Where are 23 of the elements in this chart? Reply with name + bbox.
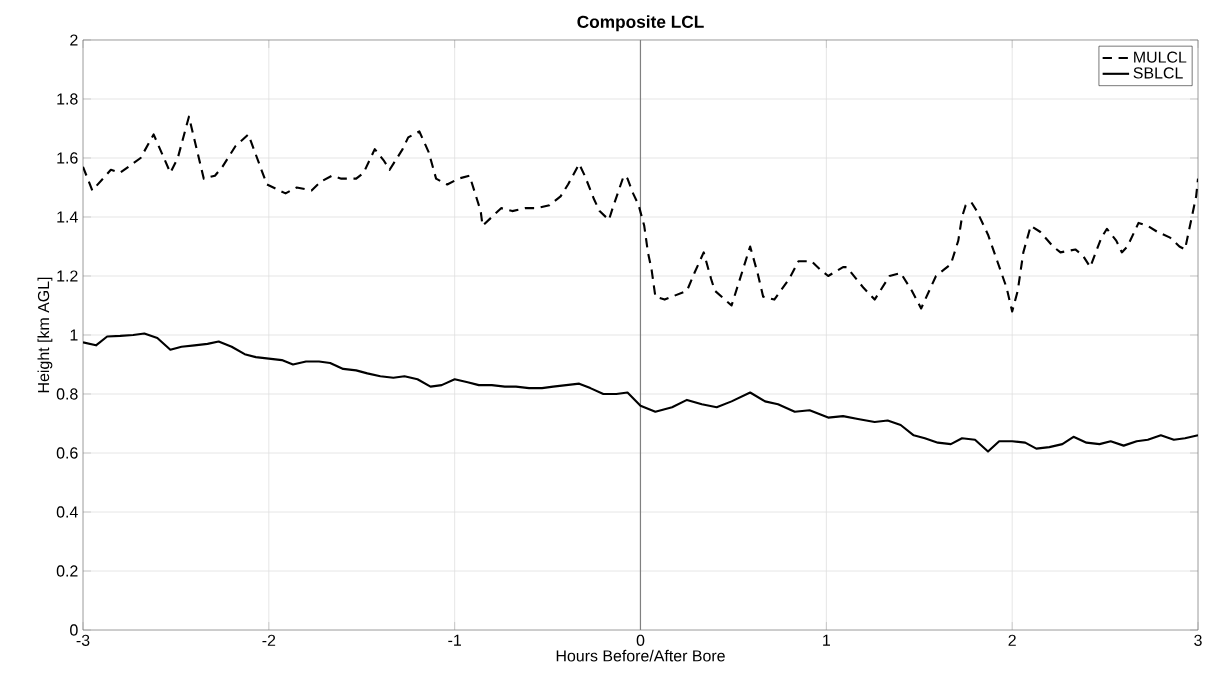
x-tick-label: -3 bbox=[76, 634, 90, 646]
y-tick-label: 1.6 bbox=[57, 152, 78, 164]
y-tick-label: 1 bbox=[70, 329, 78, 341]
x-axis-title: Hours Before/After Bore bbox=[556, 649, 725, 662]
y-tick-label: 0.2 bbox=[56, 565, 78, 577]
y-axis-title: Height [km AGL] bbox=[37, 277, 53, 393]
y-tick-label: 1.4 bbox=[57, 211, 78, 223]
x-tick-label: 3 bbox=[1194, 634, 1202, 646]
y-tick-label: 2 bbox=[70, 34, 78, 46]
x-tick-label: -2 bbox=[262, 634, 276, 646]
y-tick-label: 0.4 bbox=[56, 506, 78, 518]
legend-label: MULCL bbox=[1134, 51, 1187, 63]
x-tick-label: 0 bbox=[636, 634, 645, 646]
x-tick-label: -1 bbox=[448, 634, 461, 646]
y-tick-label: 0 bbox=[70, 624, 78, 636]
y-tick-label: 0.6 bbox=[56, 447, 78, 459]
legend-label: SBLCL bbox=[1133, 67, 1183, 79]
chart-title: Composite LCL bbox=[577, 15, 704, 32]
y-tick-label: 1.8 bbox=[57, 93, 78, 105]
y-tick-label: 0.8 bbox=[56, 388, 78, 400]
x-tick-label: 1 bbox=[823, 634, 830, 646]
x-tick-label: 2 bbox=[1008, 634, 1016, 646]
y-tick-label: 1.2 bbox=[57, 270, 78, 282]
